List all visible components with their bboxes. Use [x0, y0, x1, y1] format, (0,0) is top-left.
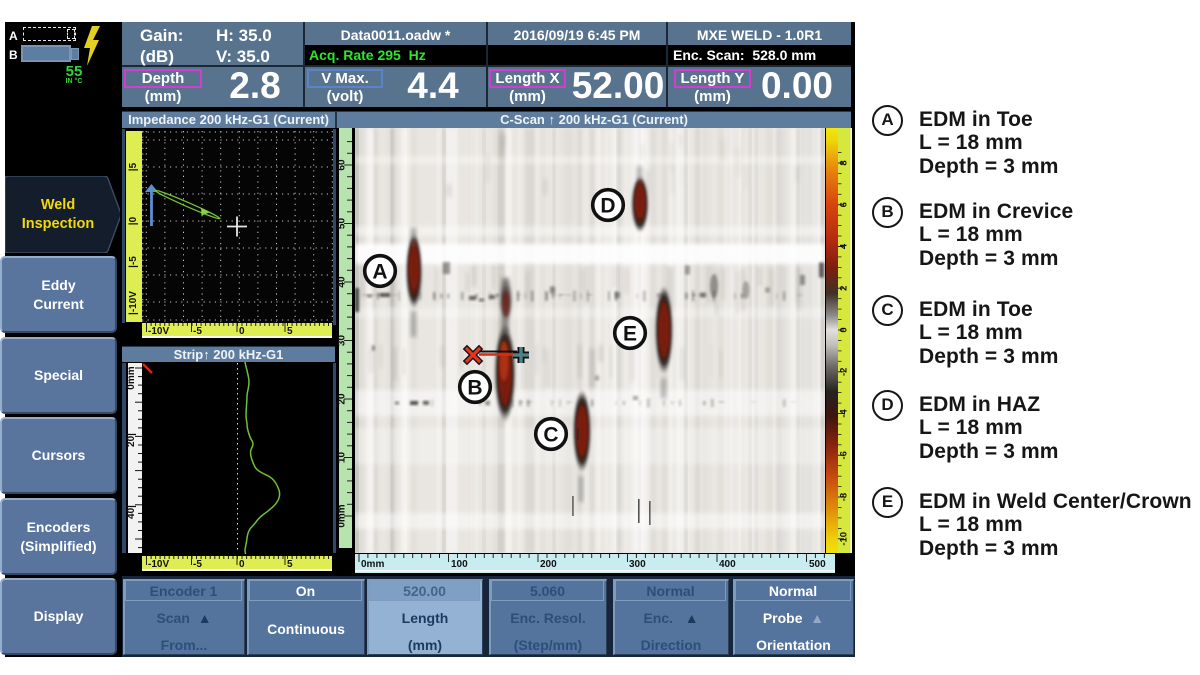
- svg-text:E: E: [623, 323, 637, 346]
- svg-text:-10V: -10V: [148, 326, 169, 337]
- svg-text:30: 30: [337, 335, 348, 347]
- svg-text:0mm: 0mm: [126, 366, 137, 389]
- svg-text:40|: 40|: [126, 505, 137, 519]
- svg-text:|5: |5: [128, 162, 139, 171]
- svg-text:8: 8: [839, 160, 850, 165]
- svg-text:-4: -4: [839, 409, 850, 418]
- svg-text:D: D: [600, 195, 615, 218]
- svg-text:300: 300: [629, 559, 646, 570]
- svg-text:2: 2: [839, 286, 850, 291]
- svg-text:-8: -8: [839, 493, 850, 501]
- svg-text:0: 0: [839, 327, 850, 332]
- svg-text:A: A: [372, 261, 387, 284]
- svg-text:|-5: |-5: [128, 256, 139, 268]
- svg-text:Weld: Weld: [41, 197, 75, 213]
- svg-text:0: 0: [239, 559, 245, 570]
- svg-text:-5: -5: [193, 326, 202, 337]
- svg-text:-10V: -10V: [148, 559, 169, 570]
- svg-text:-10: -10: [839, 532, 850, 546]
- svg-text:400: 400: [719, 559, 736, 570]
- svg-text:C: C: [543, 424, 558, 447]
- svg-text:60: 60: [337, 159, 348, 171]
- svg-text:50: 50: [337, 218, 348, 230]
- svg-text:Inspection: Inspection: [22, 216, 95, 232]
- svg-text:20|: 20|: [126, 433, 137, 447]
- svg-text:0mm: 0mm: [337, 504, 348, 527]
- svg-text:5: 5: [287, 326, 293, 337]
- svg-text:|-10V: |-10V: [128, 291, 139, 315]
- svg-text:4: 4: [839, 243, 850, 249]
- svg-text:40: 40: [337, 276, 348, 288]
- svg-text:100: 100: [451, 559, 468, 570]
- svg-text:200: 200: [540, 559, 557, 570]
- svg-text:-6: -6: [839, 451, 850, 459]
- svg-text:20: 20: [337, 393, 348, 405]
- svg-text:0mm: 0mm: [361, 559, 384, 570]
- svg-text:500: 500: [809, 559, 826, 570]
- svg-text:0: 0: [239, 326, 245, 337]
- svg-text:-2: -2: [839, 368, 850, 376]
- svg-text:-5: -5: [193, 559, 202, 570]
- svg-text:10: 10: [337, 452, 348, 464]
- svg-text:6: 6: [839, 202, 850, 207]
- svg-text:|0: |0: [128, 216, 139, 225]
- svg-text:B: B: [467, 377, 482, 400]
- svg-text:5: 5: [287, 559, 293, 570]
